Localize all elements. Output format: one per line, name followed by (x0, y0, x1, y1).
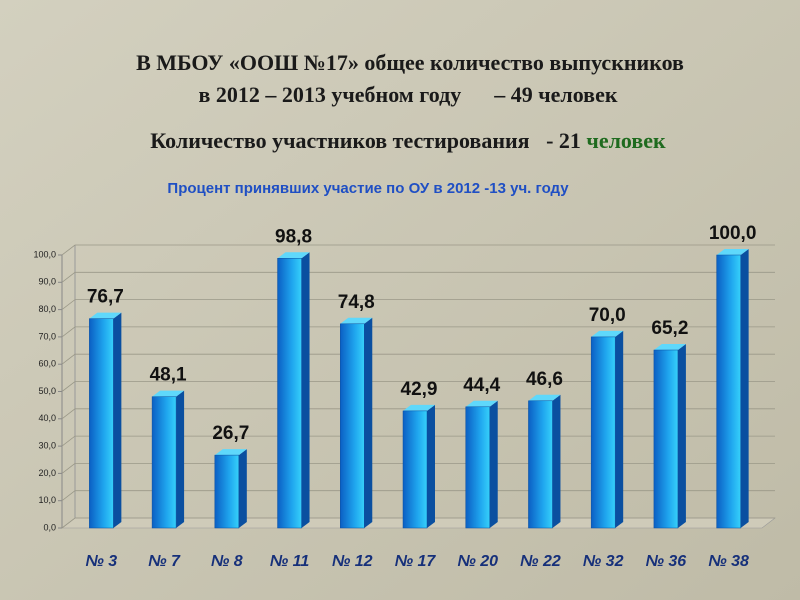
value-label: 26,7 (212, 423, 249, 444)
x-tick-label: № 17 (395, 553, 437, 570)
bar-top (716, 249, 749, 255)
bar-side (364, 317, 373, 528)
bar-side (615, 330, 624, 528)
grid-line (61, 381, 775, 392)
y-tick-label: 90,0 (38, 277, 56, 287)
bar-side (740, 249, 749, 528)
bar (528, 400, 553, 529)
grid-line (61, 244, 775, 256)
header-accent: человек (586, 128, 666, 153)
grid-line (61, 353, 775, 365)
y-tick-label: 60,0 (38, 359, 56, 369)
header-text: Количество участников тестирования - 21 (150, 128, 581, 153)
x-tick-label: № 8 (211, 553, 243, 570)
bar-side (552, 394, 561, 528)
bar-top (152, 390, 185, 397)
bar-top (465, 400, 498, 407)
value-label: 46,6 (526, 369, 563, 390)
value-label: 48,1 (150, 365, 187, 386)
value-label: 44,4 (463, 375, 500, 396)
bar-side (176, 390, 185, 528)
bar (340, 323, 365, 529)
y-tick-label: 80,0 (38, 304, 56, 314)
bar-side (238, 449, 247, 528)
x-tick-label: № 38 (708, 553, 749, 570)
bar-top (89, 312, 122, 319)
value-label: 74,8 (338, 292, 375, 313)
x-tick-label: № 20 (457, 553, 498, 570)
bar-side (301, 252, 310, 528)
chart-title: Процент принявших участие по ОУ в 2012 -… (167, 180, 569, 197)
bar (89, 318, 114, 529)
bar-top (528, 394, 561, 401)
grid-line (61, 326, 775, 338)
y-tick-label: 20,0 (38, 468, 56, 478)
bar (151, 396, 177, 529)
x-tick-label: № 36 (646, 553, 687, 570)
x-tick-label: № 32 (583, 553, 624, 570)
y-tick-label: 30,0 (38, 440, 56, 450)
value-label: 42,9 (401, 379, 438, 400)
y-tick-label: 10,0 (38, 495, 56, 505)
x-tick-label: № 12 (332, 553, 373, 570)
value-label: 98,8 (275, 226, 312, 247)
y-tick-label: 0,0 (43, 522, 56, 532)
bar-top (591, 330, 624, 337)
bar (653, 349, 679, 529)
x-tick-label: № 22 (520, 553, 561, 570)
bar (590, 336, 616, 529)
bar (277, 258, 302, 529)
x-tick-label: № 11 (270, 553, 309, 570)
bar-side (677, 344, 686, 528)
bar (214, 454, 240, 529)
y-tick-label: 100,0 (33, 249, 56, 259)
bar-top (277, 252, 310, 259)
bar-side (427, 404, 435, 528)
header-line: Количество участников тестирования - 21 … (150, 128, 666, 153)
value-label: 70,0 (589, 305, 626, 326)
bar (402, 410, 428, 529)
grid-line (61, 271, 775, 283)
bar-top (403, 404, 435, 411)
value-label: 76,7 (87, 287, 124, 308)
y-tick-label: 50,0 (38, 386, 56, 396)
y-tick-label: 40,0 (38, 413, 56, 423)
grid-line (61, 299, 775, 310)
bar-top (214, 449, 247, 456)
x-tick-label: № 7 (148, 553, 181, 570)
value-label: 65,2 (651, 318, 688, 339)
bar (465, 406, 490, 529)
header-line: В МБОУ «ООШ №17» общее количество выпуск… (136, 50, 684, 75)
y-tick-label: 70,0 (38, 331, 56, 341)
x-tick-label: № 3 (86, 553, 118, 570)
bar-side (113, 312, 122, 528)
value-label: 100,0 (709, 223, 757, 244)
bar-top (653, 344, 686, 351)
bar-top (340, 317, 373, 324)
bar-side (489, 400, 498, 528)
bar (716, 254, 741, 529)
header-line: в 2012 – 2013 учебном году – 49 человек (198, 82, 617, 107)
